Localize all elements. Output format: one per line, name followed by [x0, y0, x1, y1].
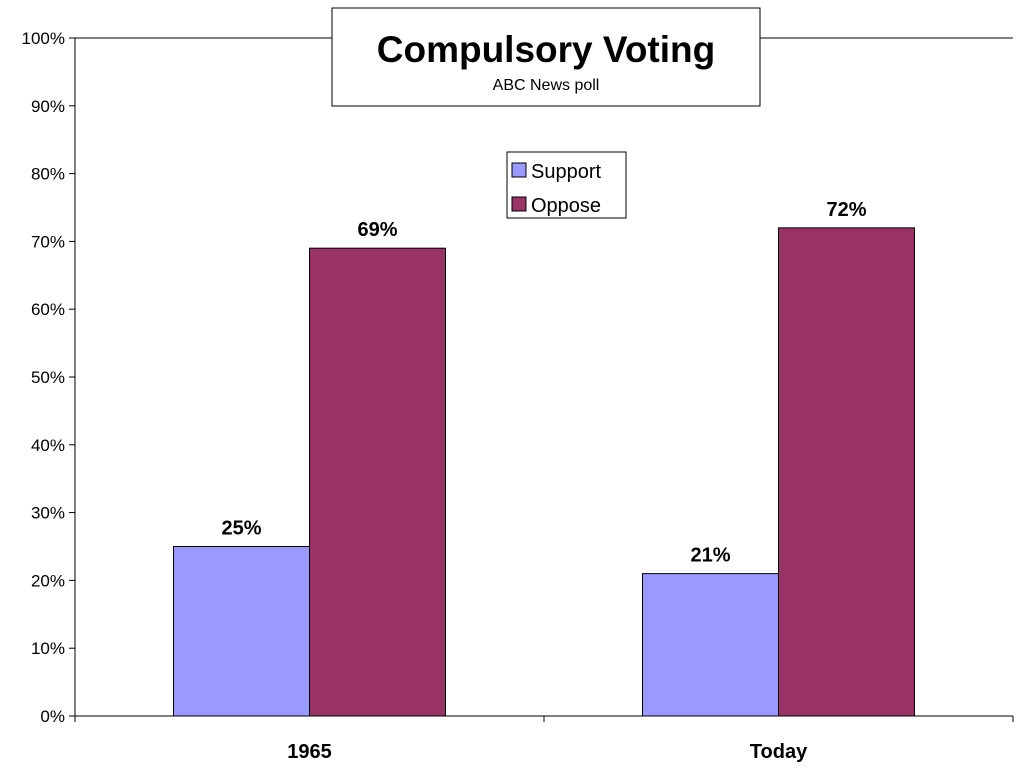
y-tick-label: 30% [31, 504, 65, 523]
bar-oppose-today [778, 227, 915, 717]
y-tick-label: 40% [31, 436, 65, 455]
legend-swatch-oppose [511, 196, 527, 212]
legend-swatch-support [511, 162, 527, 178]
title-box-frame [331, 7, 761, 107]
x-axis: 1965 Today [74, 715, 1014, 763]
data-label: 72% [826, 199, 866, 221]
y-tick-label: 50% [31, 368, 65, 387]
x-tick-label: 1965 [287, 741, 332, 763]
bar-oppose-1965 [309, 247, 446, 717]
y-tick-label: 100% [22, 29, 65, 48]
data-label: 21% [690, 545, 730, 567]
y-tick-label: 80% [31, 165, 65, 184]
x-tick-label: Today [750, 741, 808, 763]
data-label: 69% [357, 219, 397, 241]
title-box: Compulsory Voting ABC News poll [331, 7, 761, 107]
y-tick-label: 60% [31, 300, 65, 319]
legend-label-support: Support [531, 161, 601, 183]
data-labels: 25% 69% 21% 72% [221, 199, 866, 567]
legend: Support Oppose [506, 151, 627, 219]
y-tick-label: 20% [31, 571, 65, 590]
chart-subtitle: ABC News poll [493, 77, 600, 94]
bars [173, 227, 915, 717]
data-label: 25% [221, 518, 261, 540]
y-tick-label: 0% [40, 707, 65, 726]
y-tick-label: 70% [31, 232, 65, 251]
bar-support-today [642, 573, 779, 717]
chart-title: Compulsory Voting [377, 29, 715, 70]
y-tick-label: 90% [31, 97, 65, 116]
legend-label-oppose: Oppose [531, 195, 601, 217]
y-tick-label: 10% [31, 639, 65, 658]
bar-support-1965 [173, 546, 310, 717]
y-axis: 0% 10% 20% 30% 40% 50% 60% 70% 80% 90% 100% [22, 29, 1013, 726]
legend-frame [506, 151, 627, 219]
